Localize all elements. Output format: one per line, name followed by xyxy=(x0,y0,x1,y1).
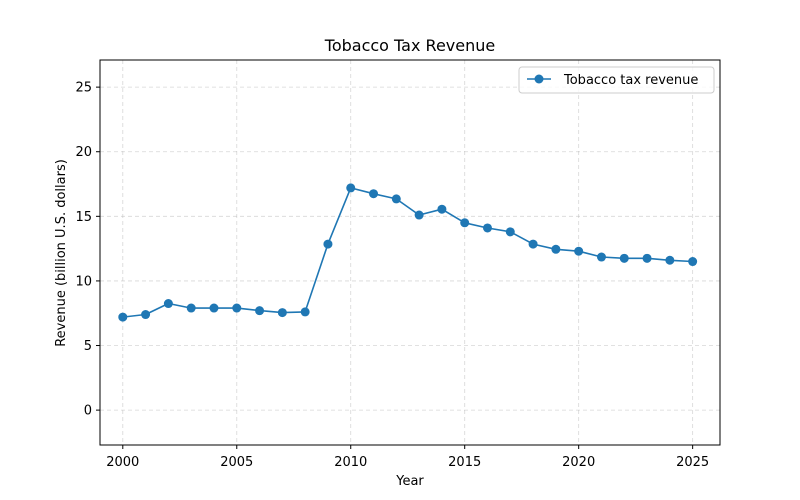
legend-box xyxy=(518,66,715,94)
data-point xyxy=(505,227,515,237)
data-point xyxy=(391,194,401,204)
x-axis-label: Year xyxy=(395,474,424,489)
data-point xyxy=(596,252,606,262)
legend-label: Tobacco tax revenue xyxy=(563,73,698,88)
y-axis-label: Revenue (billion U.S. dollars) xyxy=(54,159,69,347)
series-layer xyxy=(118,183,698,322)
data-point xyxy=(574,246,584,256)
data-point xyxy=(414,210,424,220)
data-point xyxy=(323,239,333,249)
y-tick-label: 15 xyxy=(75,210,92,225)
legend: Tobacco tax revenue xyxy=(518,66,715,94)
data-point xyxy=(255,306,265,316)
data-point xyxy=(528,239,538,249)
plot-frame xyxy=(99,59,721,446)
y-tick-label: 20 xyxy=(75,145,92,160)
y-tick-label: 5 xyxy=(84,339,92,354)
data-point xyxy=(437,204,447,214)
y-tick-label: 25 xyxy=(75,81,92,96)
data-point xyxy=(300,307,310,317)
x-tick-label: 2020 xyxy=(562,455,595,470)
y-tick-label: 0 xyxy=(84,404,92,419)
data-point xyxy=(369,189,379,199)
x-tick-label: 2000 xyxy=(106,455,139,470)
data-point xyxy=(460,218,470,228)
x-tick-label: 2015 xyxy=(448,455,481,470)
legend-marker-swatch xyxy=(534,74,544,84)
data-point xyxy=(642,253,652,263)
data-point xyxy=(232,303,242,313)
data-point xyxy=(346,183,356,193)
x-tick-label: 2005 xyxy=(220,455,253,470)
data-point xyxy=(118,312,128,322)
chart-title: Tobacco Tax Revenue xyxy=(324,36,495,55)
data-point xyxy=(665,255,675,265)
data-point xyxy=(277,308,287,318)
x-tick-label: 2025 xyxy=(676,455,709,470)
data-point xyxy=(186,303,196,313)
data-point xyxy=(619,253,629,263)
data-point xyxy=(483,223,492,233)
data-point xyxy=(163,299,173,309)
data-point xyxy=(209,303,219,313)
x-tick-label: 2010 xyxy=(334,455,367,470)
data-point xyxy=(551,244,561,254)
data-point xyxy=(688,257,698,267)
y-tick-label: 10 xyxy=(75,274,92,289)
data-point xyxy=(141,310,151,320)
